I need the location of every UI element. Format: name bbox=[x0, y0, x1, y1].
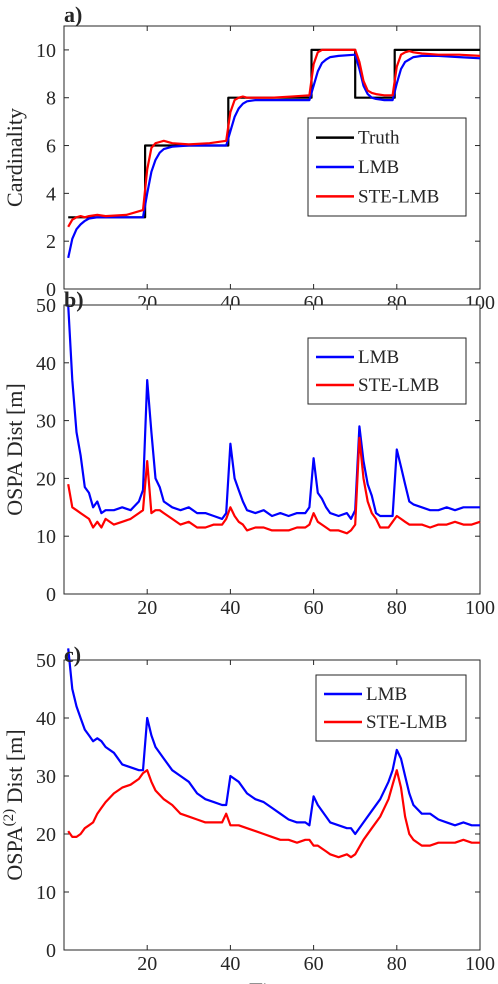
y-tick-label: 10 bbox=[36, 882, 56, 904]
x-tick-label: 80 bbox=[387, 953, 407, 975]
chart-panel-3: 20 40 60 80 100 0 10 20 30 40 50 c) OSPA(2) Dist [m]… bbox=[1, 642, 495, 984]
panel-label: a) bbox=[64, 2, 82, 27]
legend-label: STE-LMB bbox=[358, 186, 439, 207]
y-tick-label: 2 bbox=[46, 231, 56, 253]
y-tick-label: 40 bbox=[36, 353, 56, 375]
legend-label: Truth bbox=[358, 128, 400, 149]
legend: LMB STE-LMB bbox=[307, 337, 467, 405]
y-tick-label: 10 bbox=[36, 40, 56, 62]
chart-panel-2: 20 40 60 80 100 0 10 20 30 40 50 b) OSPA Dist [m] LMB… bbox=[2, 287, 495, 619]
y-tick-label: 40 bbox=[36, 708, 56, 730]
series-line-ste-lmb bbox=[67, 769, 480, 859]
y-tick-label: 0 bbox=[46, 584, 56, 606]
y-tick-label: 50 bbox=[36, 650, 56, 672]
legend-label: LMB bbox=[358, 347, 399, 368]
x-tick-label: 40 bbox=[220, 597, 240, 619]
legend: LMB STE-LMB bbox=[315, 674, 467, 742]
y-tick-label: 30 bbox=[36, 766, 56, 788]
series-line-lmb bbox=[67, 53, 481, 259]
y-tick-label: 0 bbox=[46, 279, 56, 301]
legend-label: LMB bbox=[358, 157, 399, 178]
legend-box bbox=[307, 337, 467, 405]
y-axis-label: OSPA(2) Dist [m] bbox=[1, 729, 27, 880]
y-axis-label: Cardinality bbox=[2, 108, 27, 207]
y-tick-label: 10 bbox=[36, 526, 56, 548]
legend-label: LMB bbox=[366, 684, 407, 705]
x-tick-label: 20 bbox=[137, 597, 157, 619]
y-tick-label: 8 bbox=[46, 88, 56, 110]
legend: Truth LMB STE-LMB bbox=[307, 117, 467, 217]
x-tick-label: 100 bbox=[465, 597, 495, 619]
x-tick-label: 40 bbox=[220, 953, 240, 975]
y-tick-label: 20 bbox=[36, 824, 56, 846]
x-tick-label: 60 bbox=[304, 597, 324, 619]
x-tick-label: 80 bbox=[387, 597, 407, 619]
series-line-lmb bbox=[67, 304, 480, 521]
x-tick-label: 60 bbox=[304, 953, 324, 975]
y-tick-label: 30 bbox=[36, 411, 56, 433]
panel-label: c) bbox=[64, 642, 81, 667]
x-axis-label: Time bbox=[249, 978, 295, 984]
legend-label: STE-LMB bbox=[366, 712, 447, 733]
x-tick-label: 20 bbox=[137, 953, 157, 975]
panel-label: b) bbox=[64, 287, 84, 312]
y-tick-label: 0 bbox=[46, 940, 56, 962]
series-line-ste-lmb bbox=[67, 48, 481, 228]
y-tick-label: 6 bbox=[46, 136, 56, 158]
y-tick-label: 20 bbox=[36, 468, 56, 490]
series-line-ste-lmb bbox=[67, 436, 481, 535]
legend-label: STE-LMB bbox=[358, 375, 439, 396]
y-axis-label: OSPA Dist [m] bbox=[2, 383, 27, 515]
legend-box bbox=[315, 674, 467, 742]
y-tick-label: 50 bbox=[36, 295, 56, 317]
y-tick-label: 4 bbox=[46, 183, 56, 205]
series-line-lmb bbox=[67, 648, 480, 836]
x-tick-label: 100 bbox=[465, 953, 495, 975]
